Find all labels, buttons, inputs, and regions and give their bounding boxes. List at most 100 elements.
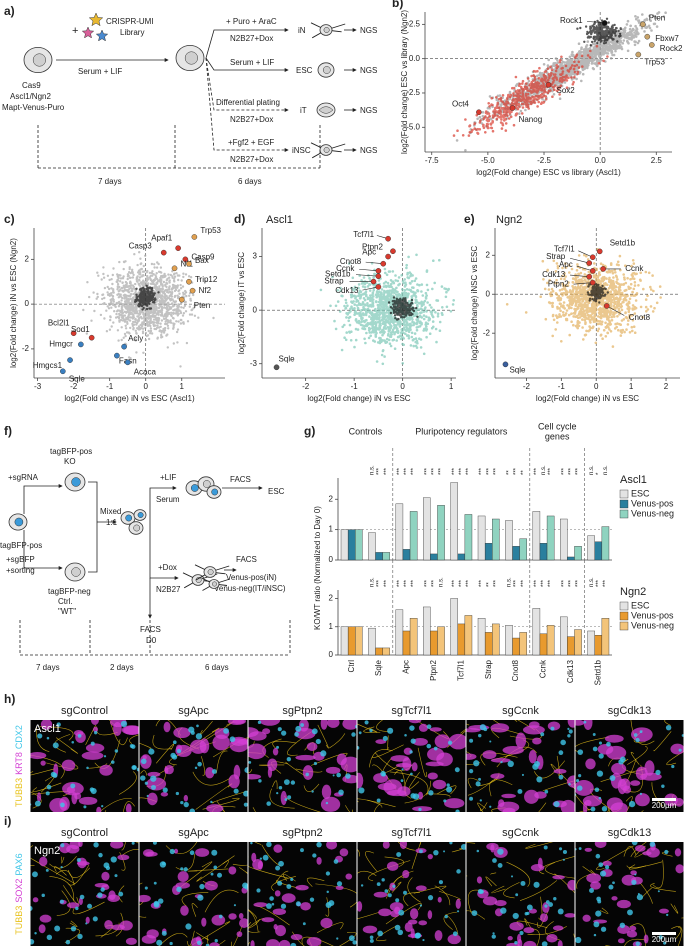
bar <box>347 626 356 656</box>
diagram-text: Serum + LIF <box>78 67 122 76</box>
gene-label: Strap <box>324 277 344 286</box>
nucleus-signal <box>195 733 203 740</box>
cell-signal <box>36 792 42 803</box>
panel-title: Ascl1 <box>266 214 293 226</box>
cell-signal <box>634 844 646 852</box>
nucleus-signal <box>446 786 453 793</box>
cell-signal <box>325 766 341 774</box>
cell-signal <box>239 918 248 928</box>
x-tick-label: 0.0 <box>595 156 607 165</box>
legend-label: ESC <box>631 600 650 610</box>
gene-point <box>603 303 610 309</box>
bar <box>574 629 582 656</box>
significance-label: *** <box>548 579 554 587</box>
nucleus-signal <box>266 801 271 806</box>
nucleus-signal <box>592 746 598 752</box>
nucleus-signal <box>101 804 104 808</box>
gene-point <box>370 278 377 285</box>
gene-point <box>600 266 607 272</box>
nucleus-signal <box>567 727 570 730</box>
diagram-text: +LIF <box>160 473 176 482</box>
gene-point <box>644 33 651 40</box>
neurite-signal <box>216 800 226 812</box>
nucleus-signal <box>681 734 684 737</box>
cell-signal <box>670 743 684 755</box>
panel-label: b) <box>392 0 403 10</box>
nucleus-signal <box>185 923 192 930</box>
cell-signal <box>523 927 535 934</box>
x-tick-label: -1 <box>351 382 359 391</box>
nucleus-signal <box>169 941 173 946</box>
neurite-signal <box>385 903 422 925</box>
significance-label: *** <box>596 579 602 587</box>
diagram-text: 7 days <box>98 177 122 186</box>
cell-signal <box>125 937 137 945</box>
bar <box>594 541 603 561</box>
column-header: sgControl <box>61 705 108 717</box>
neurite-signal <box>248 921 261 933</box>
nucleus-signal <box>657 890 660 893</box>
cell-signal <box>236 931 243 938</box>
nucleus-signal <box>141 758 147 765</box>
cell-signal <box>402 869 410 879</box>
gene-point <box>60 368 66 375</box>
neurite-signal <box>357 870 377 876</box>
column-header: sgPtpn2 <box>282 827 322 839</box>
gene-label: Casp3 <box>129 242 153 251</box>
nucleus-signal <box>70 783 76 789</box>
nucleus-signal <box>409 750 413 754</box>
nucleus-signal <box>152 842 157 845</box>
neurite-signal <box>675 927 682 939</box>
nucleus-signal <box>387 727 394 734</box>
neurite-signal <box>625 796 633 812</box>
cell-signal <box>101 871 110 881</box>
cell-signal <box>147 792 158 806</box>
bar <box>519 538 527 561</box>
nucleus-signal <box>71 740 75 744</box>
neurite-signal <box>315 883 357 908</box>
nucleus-signal <box>514 941 518 945</box>
diagram-text: tagBFP-neg <box>48 587 91 596</box>
neurite-signal <box>653 731 672 752</box>
bar <box>355 529 363 561</box>
nucleus-signal <box>410 772 413 776</box>
nucleus-signal <box>325 801 329 805</box>
nucleus-signal <box>550 726 555 731</box>
gene-label: Nf2 <box>199 286 212 295</box>
cell-signal <box>342 720 357 730</box>
connector <box>205 28 289 59</box>
cell-signal <box>411 762 418 772</box>
significance-label: n.s. <box>370 577 376 587</box>
nucleus-signal <box>380 770 386 777</box>
gene-point <box>375 284 382 290</box>
bar <box>505 625 513 656</box>
nucleus-signal <box>205 943 210 946</box>
nucleus-signal <box>357 746 360 750</box>
cell-signal <box>418 920 428 926</box>
cell-signal <box>290 934 303 941</box>
significance-label: *** <box>514 467 520 475</box>
cell-signal <box>160 791 169 797</box>
gene-point <box>124 359 131 366</box>
nucleus-signal <box>671 764 675 769</box>
point-cloud <box>319 253 456 366</box>
nucleus-signal <box>300 848 304 853</box>
x-tick-label: -7.5 <box>425 156 439 165</box>
significance-label: *** <box>452 467 458 475</box>
nucleus-signal <box>447 740 453 745</box>
x-tick-label: 0 <box>143 382 148 391</box>
cell-signal <box>163 721 171 733</box>
nucleus-signal <box>259 857 263 860</box>
cell-signal <box>326 842 338 850</box>
nucleus-signal <box>183 801 189 808</box>
nucleus-signal <box>290 942 297 946</box>
cell-signal <box>552 925 564 931</box>
significance-label: *** <box>466 579 472 587</box>
nucleus-signal <box>560 739 566 746</box>
significance-label: n.s. <box>439 577 445 587</box>
nucleus-signal <box>180 867 184 871</box>
nucleus-signal <box>593 921 600 928</box>
connector <box>205 57 289 72</box>
neurite-signal <box>503 882 520 899</box>
diagram-text: 6 days <box>238 177 262 186</box>
